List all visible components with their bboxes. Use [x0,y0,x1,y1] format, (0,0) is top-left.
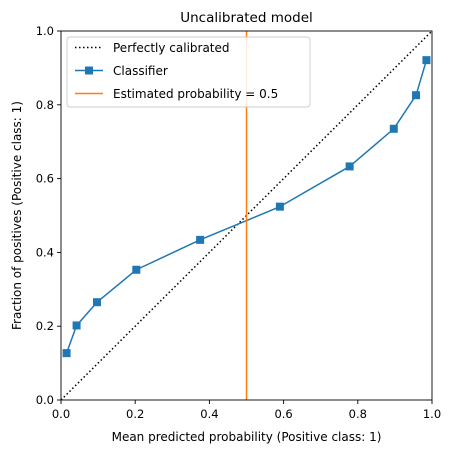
y-axis-ticks: 0.0 0.2 0.4 0.6 0.8 1.0 [36,24,61,407]
y-axis-label: Fraction of positives (Positive class: 1… [10,101,24,330]
classifier-point [92,298,101,307]
legend-swatch-marker [85,66,93,75]
classifier-point [275,202,284,211]
x-axis-label: Mean predicted probability (Positive cla… [112,430,382,444]
x-tick-label: 1.0 [423,407,441,421]
classifier-point [345,162,354,171]
y-tick-label: 0.4 [36,245,54,259]
y-tick-label: 0.0 [36,393,54,407]
legend-label: Perfectly calibrated [113,41,230,55]
classifier-point [389,124,398,133]
classifier-point [62,349,71,358]
y-tick-label: 1.0 [36,24,54,38]
legend-label: Classifier [113,64,168,78]
y-tick-label: 0.8 [36,98,54,112]
classifier-point [196,235,205,244]
x-axis-ticks: 0.0 0.2 0.4 0.6 0.8 1.0 [52,400,441,421]
y-tick-label: 0.6 [36,172,54,186]
x-tick-label: 0.0 [52,407,70,421]
chart-title: Uncalibrated model [180,10,313,26]
x-tick-label: 0.8 [349,407,367,421]
classifier-point [412,91,421,100]
classifier-point [132,265,141,274]
legend: Perfectly calibrated Classifier Estimated … [66,36,311,108]
x-tick-label: 0.2 [126,407,144,421]
classifier-point [72,321,81,330]
legend-box [66,36,311,108]
x-tick-label: 0.4 [200,407,218,421]
classifier-point [422,56,431,65]
x-tick-label: 0.6 [274,407,292,421]
legend-label: Estimated probability = 0.5 [113,87,278,101]
series-perfectly-calibrated-line [61,31,432,400]
y-tick-label: 0.2 [36,319,54,333]
plot-area [60,30,433,401]
axes-frame [60,30,433,401]
series-classifier-line [65,59,428,354]
